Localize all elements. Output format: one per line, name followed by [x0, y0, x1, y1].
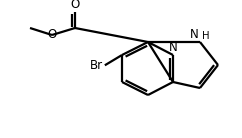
Text: N: N: [169, 41, 177, 54]
Text: O: O: [47, 29, 57, 42]
Text: N: N: [190, 28, 199, 41]
Text: Br: Br: [90, 59, 103, 72]
Text: H: H: [202, 31, 210, 41]
Text: O: O: [70, 0, 80, 11]
